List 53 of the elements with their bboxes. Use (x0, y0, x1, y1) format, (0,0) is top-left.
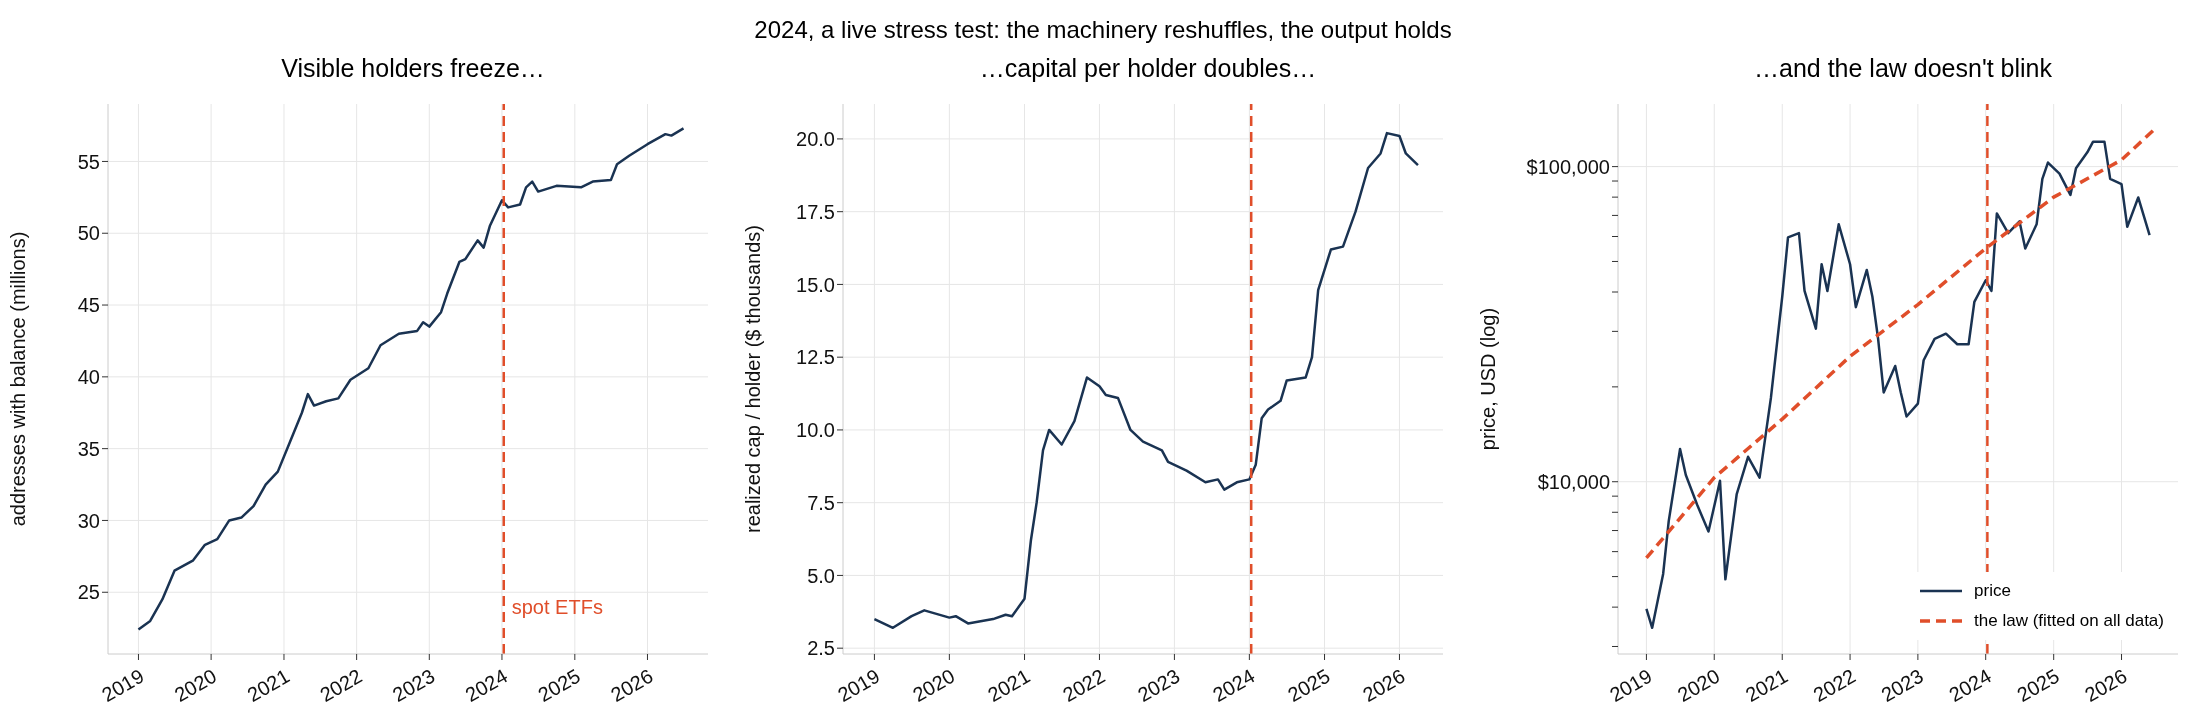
y-tick-label: 20.0 (796, 128, 835, 151)
chart-title: Visible holders freeze… (280, 54, 546, 84)
x-tick-label: 2023 (1877, 664, 1927, 707)
y-tick-label: $100,000 (1526, 155, 1610, 178)
x-tick-label: 2022 (1809, 664, 1860, 707)
y-tick-label: 30 (77, 509, 100, 532)
y-tick-label: 50 (77, 222, 100, 245)
y-tick-label: 40 (77, 365, 100, 388)
line-series (873, 131, 1420, 630)
x-tick-label: 2019 (1605, 664, 1656, 707)
x-tick-label: 2020 (908, 664, 959, 707)
x-tick-label: 2020 (1673, 664, 1724, 707)
y-tick-label: 55 (77, 150, 100, 173)
legend-label: the law (fitted on all data) (1974, 611, 2164, 631)
x-tick-label: 2023 (388, 664, 439, 707)
y-tick-label: 17.5 (796, 200, 835, 223)
x-tick-label: 2024 (461, 664, 512, 707)
x-tick-label: 2022 (1059, 664, 1109, 707)
x-tick-label: 2021 (984, 664, 1034, 707)
y-tick-label: 12.5 (796, 346, 835, 369)
y-axis-title: realized cap / holder ($ thousands) (742, 225, 765, 533)
x-tick-label: 2023 (1133, 664, 1184, 707)
x-tick-label: 2020 (170, 664, 221, 707)
x-tick-label: 2025 (534, 664, 584, 707)
y-tick-label: 2.5 (807, 637, 835, 660)
chart-title: …capital per holder doubles… (978, 54, 1318, 84)
y-tick-label: $10,000 (1537, 470, 1610, 493)
y-tick-label: 5.0 (807, 564, 835, 587)
y-tick-label: 25 (77, 581, 100, 604)
chart-title: …and the law doesn't blink (1753, 54, 2053, 84)
x-tick-label: 2024 (1945, 664, 1995, 707)
x-tick-label: 2021 (243, 664, 294, 707)
ref-line-label: spot ETFs (511, 596, 603, 618)
line-series (137, 127, 685, 631)
y-tick-label: 15.0 (796, 273, 835, 296)
text: 2024, a live stress test: the machinery reshuffles, the output holds (753, 15, 1453, 45)
x-tick-label: 2026 (1359, 664, 1409, 707)
x-tick-label: 2025 (2013, 664, 2063, 707)
x-tick-label: 2019 (98, 664, 148, 707)
y-tick-label: 7.5 (807, 491, 835, 514)
x-tick-label: 2025 (1284, 664, 1334, 707)
legend-label: price (1974, 581, 2011, 601)
y-axis-title: price, USD (log) (1477, 307, 1500, 451)
x-tick-label: 2019 (833, 664, 884, 707)
y-tick-label: 45 (77, 294, 100, 317)
x-tick-label: 2026 (2081, 664, 2131, 707)
y-axis-title: addresses with balance (millions) (7, 231, 30, 527)
x-tick-label: 2022 (316, 664, 366, 707)
y-tick-label: 35 (77, 437, 100, 460)
x-tick-label: 2024 (1208, 664, 1259, 707)
x-tick-label: 2026 (607, 664, 657, 707)
y-tick-label: 10.0 (796, 419, 835, 442)
x-tick-label: 2021 (1741, 664, 1792, 707)
